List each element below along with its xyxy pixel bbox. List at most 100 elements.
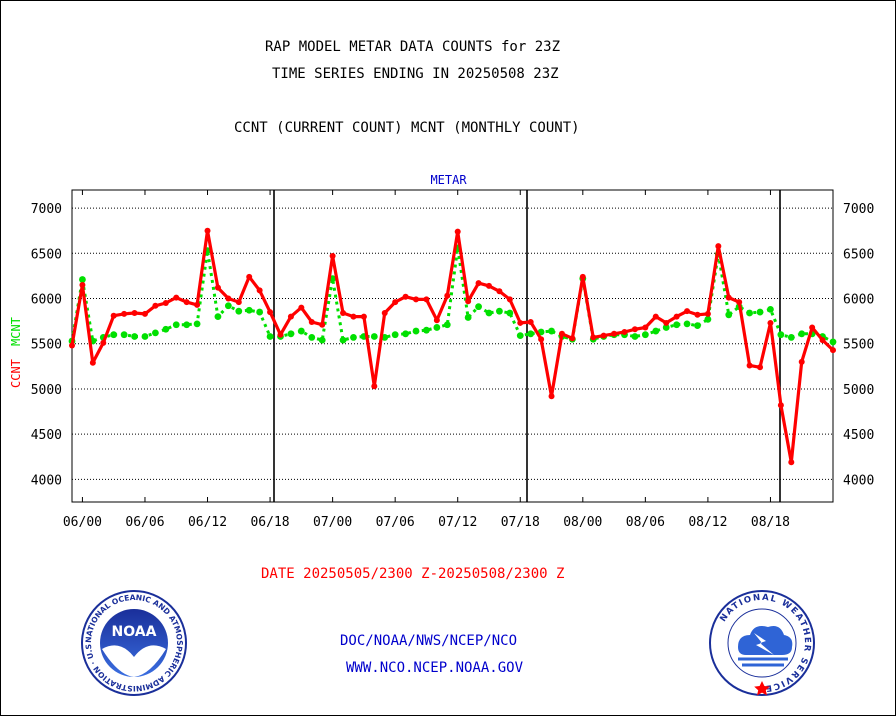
data-point-mcnt xyxy=(256,308,264,316)
data-point-ccnt xyxy=(298,304,305,311)
data-point-mcnt xyxy=(443,321,451,329)
data-point-ccnt xyxy=(736,299,743,306)
data-point-ccnt xyxy=(694,311,701,318)
data-point-ccnt xyxy=(631,326,638,333)
data-point-mcnt xyxy=(141,333,149,340)
x-tick-label: 08/06 xyxy=(626,515,665,530)
data-point-ccnt xyxy=(89,359,96,366)
data-point-ccnt xyxy=(267,309,274,316)
data-point-mcnt xyxy=(694,322,701,330)
data-point-mcnt xyxy=(110,331,118,339)
data-point-ccnt xyxy=(340,309,347,316)
data-point-ccnt xyxy=(611,330,618,337)
noaa-logo: NATIONAL OCEANIC AND ATMOSPHERIC ADMINIS… xyxy=(80,589,187,696)
data-point-mcnt xyxy=(391,331,399,339)
plot-area xyxy=(71,189,834,503)
data-point-ccnt xyxy=(110,312,117,319)
data-point-ccnt xyxy=(319,321,326,328)
date-range-label: DATE 20250505/2300 Z-20250508/2300 Z xyxy=(261,566,565,582)
data-point-ccnt xyxy=(527,319,534,326)
x-tick-label: 06/00 xyxy=(63,515,102,530)
data-point-mcnt xyxy=(79,276,86,283)
data-point-ccnt xyxy=(517,319,524,326)
data-point-ccnt xyxy=(652,313,659,320)
y-tick-label-left: 6500 xyxy=(31,247,62,262)
data-point-ccnt xyxy=(79,281,86,288)
noaa-logo-text: NOAA xyxy=(112,624,157,640)
data-point-mcnt xyxy=(548,327,555,335)
data-point-mcnt xyxy=(433,324,441,331)
data-point-ccnt xyxy=(538,336,545,343)
y-axis-label-mcnt: MCNT xyxy=(9,317,23,346)
data-point-ccnt xyxy=(308,319,315,326)
x-tick-label: 08/00 xyxy=(563,515,602,530)
data-point-mcnt xyxy=(183,321,191,329)
data-point-ccnt xyxy=(214,284,221,291)
nws-logo: NATIONAL WEATHER SERVICE xyxy=(709,590,815,696)
data-point-mcnt xyxy=(631,333,639,340)
data-point-ccnt xyxy=(444,292,451,299)
x-tick-label: 06/06 xyxy=(125,515,164,530)
data-point-mcnt xyxy=(746,309,754,317)
data-point-ccnt xyxy=(121,310,128,317)
data-point-mcnt xyxy=(245,306,253,314)
data-point-mcnt xyxy=(496,307,503,315)
data-point-ccnt xyxy=(256,287,263,294)
data-point-mcnt xyxy=(485,309,493,317)
data-point-ccnt xyxy=(423,296,430,303)
data-point-mcnt xyxy=(412,327,420,335)
data-point-ccnt xyxy=(392,299,399,306)
y-tick-label-right: 4500 xyxy=(843,428,874,443)
data-point-mcnt xyxy=(151,329,159,337)
data-point-mcnt xyxy=(297,327,305,335)
data-point-mcnt xyxy=(725,311,733,319)
y-tick-label-left: 5000 xyxy=(31,383,62,398)
data-point-ccnt xyxy=(715,243,722,250)
data-point-ccnt xyxy=(194,301,201,308)
x-tick-label: 07/06 xyxy=(376,515,415,530)
data-point-ccnt xyxy=(590,334,597,341)
data-point-ccnt xyxy=(350,313,357,320)
x-tick-label: 08/12 xyxy=(688,515,727,530)
org-path-label: DOC/NOAA/NWS/NCEP/NCO xyxy=(340,633,518,649)
data-point-ccnt xyxy=(809,324,816,331)
y-tick-label-right: 6000 xyxy=(843,293,874,308)
y-tick-label-left: 7000 xyxy=(31,202,62,217)
data-point-ccnt xyxy=(579,273,586,280)
y-tick-label-right: 6500 xyxy=(843,247,874,262)
data-point-ccnt xyxy=(788,459,795,466)
data-point-mcnt xyxy=(339,336,347,344)
data-point-mcnt xyxy=(652,327,660,335)
data-point-ccnt xyxy=(141,310,148,317)
series-line-ccnt xyxy=(70,229,835,464)
data-point-ccnt xyxy=(819,337,826,344)
y-tick-label-right: 4000 xyxy=(843,473,874,488)
data-point-ccnt xyxy=(663,319,670,326)
x-tick-label: 06/18 xyxy=(250,515,289,530)
data-point-mcnt xyxy=(516,332,524,339)
data-point-ccnt xyxy=(402,293,409,300)
plot-title: METAR xyxy=(430,173,467,187)
data-point-ccnt xyxy=(757,364,764,371)
data-point-ccnt xyxy=(673,313,680,320)
x-tick-label: 06/12 xyxy=(188,515,227,530)
y-tick-label-right: 5000 xyxy=(843,383,874,398)
data-point-ccnt xyxy=(371,383,378,390)
y-tick-label-right: 7000 xyxy=(843,202,874,217)
data-point-ccnt xyxy=(465,298,472,305)
y-tick-label-right: 5500 xyxy=(843,338,874,353)
chart-title-line1: RAP MODEL METAR DATA COUNTS for 23Z xyxy=(265,39,561,55)
data-point-mcnt xyxy=(756,308,764,316)
data-point-mcnt xyxy=(662,324,670,331)
data-point-ccnt xyxy=(767,319,774,326)
data-point-mcnt xyxy=(506,309,514,317)
data-point-ccnt xyxy=(69,342,75,349)
data-point-ccnt xyxy=(830,347,836,354)
data-point-ccnt xyxy=(684,308,691,315)
data-point-mcnt xyxy=(224,302,232,310)
data-point-mcnt xyxy=(464,314,472,321)
data-point-ccnt xyxy=(235,299,242,306)
y-axis-label-ccnt: CCNT xyxy=(9,359,23,388)
data-point-ccnt xyxy=(569,335,576,342)
